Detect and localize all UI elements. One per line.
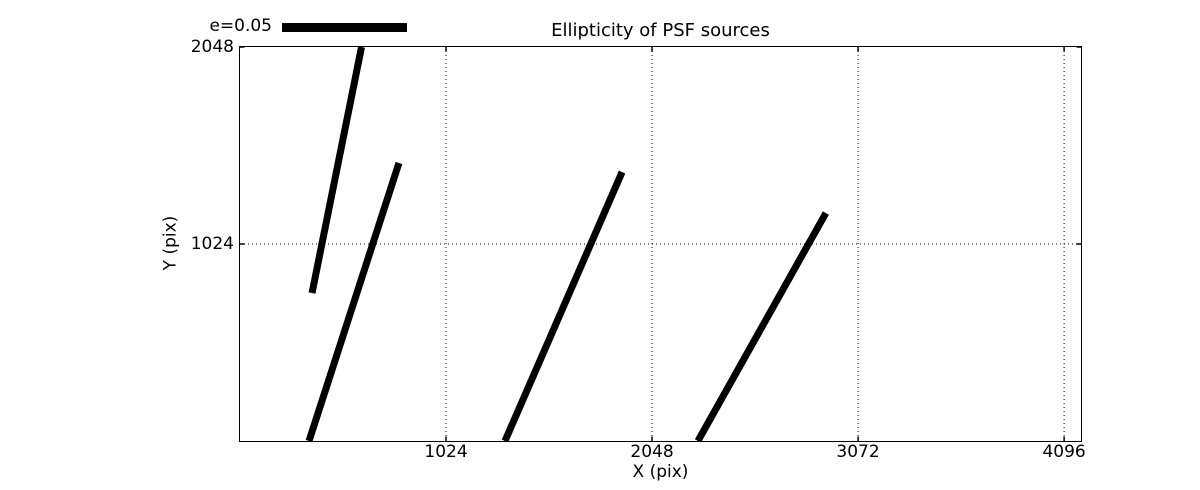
x-tick-label-2048: 2048: [630, 442, 674, 462]
x-tick-label-4096: 4096: [1042, 442, 1086, 462]
ellipticity-stick-2: [305, 161, 403, 441]
chart-title: Ellipticity of PSF sources: [551, 20, 770, 41]
legend-scale-bar: [282, 23, 407, 32]
x-axis-label: X (pix): [632, 462, 689, 482]
y-tick-label-2048: 2048: [190, 36, 234, 57]
y-tick-label-1024: 1024: [190, 233, 234, 254]
x-tick-label-1024: 1024: [424, 442, 468, 462]
ellipticity-stick-4: [694, 211, 829, 441]
x-tick-label-3072: 3072: [836, 442, 880, 462]
ellipticity-stick-1: [308, 47, 365, 294]
ellipticity-stick-3: [501, 170, 626, 441]
plot-area: [239, 46, 1082, 442]
plot-canvas: [240, 47, 1081, 441]
legend-label: e=0.05: [209, 16, 272, 36]
